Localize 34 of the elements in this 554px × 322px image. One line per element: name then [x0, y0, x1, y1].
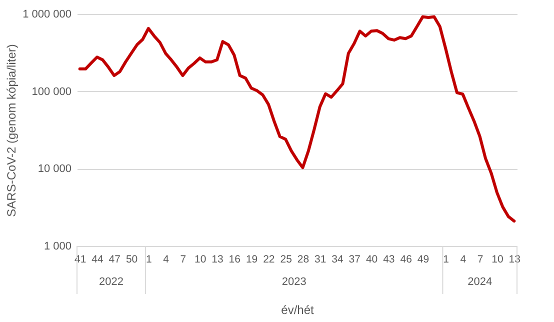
- y-axis-title: SARS-CoV-2 (genom kópia/liter): [4, 44, 19, 217]
- x-tick-label: 49: [417, 254, 430, 266]
- x-tick-label: 40: [366, 254, 378, 266]
- x-tick-label: 37: [348, 254, 361, 266]
- x-tick-label: 44: [92, 254, 104, 266]
- x-tick-label: 34: [332, 254, 344, 266]
- y-tick-label: 1 000 000: [22, 8, 72, 20]
- x-tick-label: 4: [460, 254, 466, 266]
- text: 2022: [99, 276, 124, 288]
- x-tick-label: 43: [383, 254, 395, 266]
- x-axis-title: év/hét: [281, 303, 315, 317]
- x-tick-label: 22: [263, 254, 275, 266]
- x-tick-label: 1: [146, 254, 152, 266]
- x-tick-label: 7: [180, 254, 186, 266]
- x-tick-label: 28: [297, 254, 310, 266]
- x-tick-label: 4: [163, 254, 170, 266]
- x-tick-label: 10: [194, 254, 206, 266]
- x-tick-label: 7: [477, 254, 484, 266]
- x-tick-label: 47: [108, 254, 121, 266]
- x-tick-label: 31: [314, 254, 326, 266]
- x-tick-label: 16: [228, 254, 241, 266]
- y-tick-label: 1 000: [44, 240, 72, 252]
- line-series: [78, 15, 516, 223]
- x-tick-label: 50: [126, 254, 138, 266]
- x-tick-label: 25: [280, 254, 292, 266]
- y-tick-label: 100 000: [32, 86, 72, 98]
- x-tick-label: 46: [400, 254, 412, 266]
- text: 2024: [468, 276, 492, 288]
- x-tick-label: 1: [443, 254, 450, 266]
- x-tick-label: 13: [212, 254, 224, 266]
- y-tick-label: 10 000: [38, 163, 72, 176]
- x-tick-label: 19: [246, 254, 258, 266]
- x-tick-label: 10: [492, 254, 504, 266]
- text: 2023: [282, 276, 306, 288]
